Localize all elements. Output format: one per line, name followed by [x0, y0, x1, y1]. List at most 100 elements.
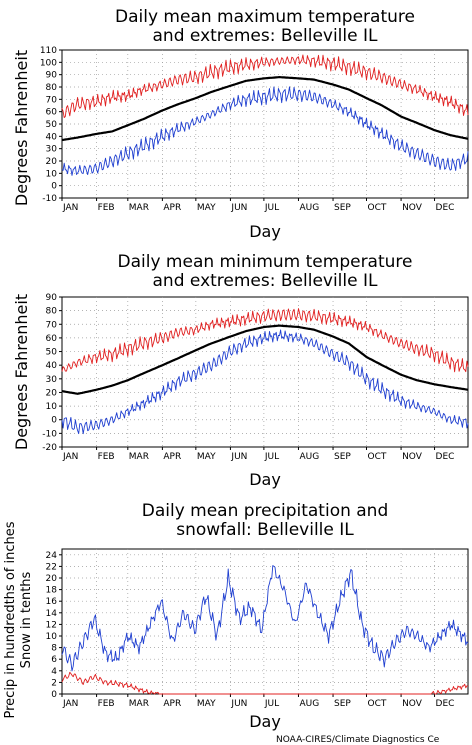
y-tick-label: 40 — [46, 361, 58, 371]
chart1-title-line1: Daily mean maximum temperature — [115, 7, 415, 27]
y-tick-label: 70 — [46, 95, 58, 105]
x-tick-label: SEP — [334, 699, 351, 709]
credit-text: NOAA-CIRES/Climate Diagnostics Ce — [276, 735, 440, 745]
x-tick-label: FEB — [98, 699, 115, 709]
y-tick-label: 2 — [51, 678, 57, 688]
plot-frame — [61, 296, 469, 448]
y-tick-label: 80 — [46, 307, 58, 317]
x-tick-label: NOV — [402, 699, 423, 709]
x-tick-label: OCT — [368, 203, 387, 213]
y-tick-label: 20 — [46, 574, 58, 584]
x-tick-label: JAN — [62, 699, 78, 709]
x-tick-label: DEC — [436, 452, 455, 462]
x-tick-label: JAN — [62, 203, 78, 213]
x-tick-label: JUL — [264, 699, 279, 709]
x-tick-label: MAY — [197, 452, 216, 462]
x-tick-label: JUL — [264, 203, 279, 213]
x-tick-label: NOV — [402, 452, 423, 462]
x-tick-label: SEP — [334, 203, 351, 213]
chart2-title-line2: and extremes: Belleville IL — [153, 271, 378, 291]
x-tick-label: OCT — [368, 699, 387, 709]
y-tick-label: 16 — [46, 597, 58, 607]
x-tick-label: AUG — [299, 203, 319, 213]
y-tick-label: 20 — [46, 388, 58, 398]
y-tick-label: 60 — [46, 334, 58, 344]
y-tick-label: 0 — [51, 690, 57, 700]
chart2-title-line1: Daily mean minimum temperature — [118, 252, 413, 272]
y-tick-label: 24 — [46, 551, 58, 561]
y-tick-label: 8 — [51, 644, 57, 654]
y-tick-label: 20 — [46, 157, 58, 167]
x-tick-label: JUN — [230, 452, 247, 462]
y-tick-label: 30 — [46, 375, 58, 385]
x-tick-label: JUN — [230, 699, 247, 709]
x-tick-label: MAY — [197, 699, 216, 709]
x-tick-label: OCT — [368, 452, 387, 462]
y-tick-label: 10 — [46, 402, 58, 412]
series-line-snow — [61, 671, 469, 695]
y-tick-label: 50 — [46, 120, 58, 130]
chart3-title-line1: Daily mean precipitation and — [142, 501, 389, 521]
series-line-max — [61, 308, 469, 373]
y-tick-label: 14 — [46, 609, 58, 619]
x-tick-label: APR — [163, 203, 181, 213]
chart1-xlabel: Day — [249, 222, 281, 241]
chart3-title-line2: snowfall: Belleville IL — [176, 520, 354, 540]
y-tick-label: 10 — [46, 169, 58, 179]
series-line-mean — [61, 324, 469, 395]
y-tick-label: 0 — [51, 182, 57, 192]
min-temp-panel: Daily mean minimum temperature and extre… — [12, 252, 469, 489]
y-tick-label: 6 — [51, 655, 57, 665]
chart2-ylabel: Degrees Fahrenheit — [12, 294, 31, 450]
series-line-min — [61, 86, 469, 176]
y-tick-label: 18 — [46, 586, 58, 596]
series-line-precip — [61, 565, 469, 672]
chart1-title-line2: and extremes: Belleville IL — [153, 26, 378, 46]
x-tick-label: SEP — [334, 452, 351, 462]
x-tick-label: MAY — [197, 203, 216, 213]
max-temp-panel: Daily mean maximum temperature and extre… — [12, 7, 469, 241]
x-tick-label: DEC — [436, 699, 455, 709]
y-tick-label: 70 — [46, 320, 58, 330]
chart3-ylabel-line1: Precip in hundredths of inches — [3, 521, 18, 718]
x-tick-label: MAR — [129, 452, 149, 462]
y-tick-label: 4 — [51, 667, 57, 677]
y-tick-label: -10 — [42, 194, 57, 204]
y-tick-label: 40 — [46, 132, 58, 142]
y-tick-label: 10 — [46, 632, 58, 642]
y-tick-label: 90 — [46, 293, 58, 303]
y-tick-label: 100 — [40, 58, 57, 68]
x-tick-label: FEB — [98, 452, 115, 462]
x-tick-label: JAN — [62, 452, 78, 462]
y-tick-label: 110 — [40, 46, 57, 56]
series-line-max — [61, 54, 469, 119]
x-tick-label: MAR — [129, 203, 149, 213]
x-tick-label: MAR — [129, 699, 149, 709]
plot-frame — [61, 548, 469, 695]
y-tick-label: 30 — [46, 145, 58, 155]
x-tick-label: DEC — [436, 203, 455, 213]
chart1-ylabel: Degrees Fahrenheit — [12, 50, 31, 206]
series-line-min — [61, 329, 469, 435]
x-tick-label: APR — [163, 452, 181, 462]
chart3-xlabel: Day — [249, 712, 281, 731]
x-tick-label: NOV — [402, 203, 423, 213]
y-tick-label: -10 — [42, 429, 57, 439]
y-tick-label: 22 — [46, 562, 57, 572]
y-tick-label: 80 — [46, 83, 58, 93]
y-tick-label: 50 — [46, 348, 58, 358]
chart2-xlabel: Day — [249, 470, 281, 489]
x-tick-label: FEB — [98, 203, 115, 213]
y-tick-label: 12 — [46, 620, 57, 630]
chart3-ylabel-line2: Snow in tenths — [19, 571, 34, 668]
y-tick-label: 60 — [46, 108, 58, 118]
y-tick-label: 0 — [51, 416, 57, 426]
x-tick-label: AUG — [299, 699, 319, 709]
x-tick-label: JUL — [264, 452, 279, 462]
precip-panel: Daily mean precipitation and snowfall: B… — [3, 501, 469, 731]
x-tick-label: APR — [163, 699, 181, 709]
series-line-mean — [61, 75, 469, 142]
y-tick-label: -20 — [42, 443, 57, 453]
y-tick-label: 90 — [46, 71, 58, 81]
